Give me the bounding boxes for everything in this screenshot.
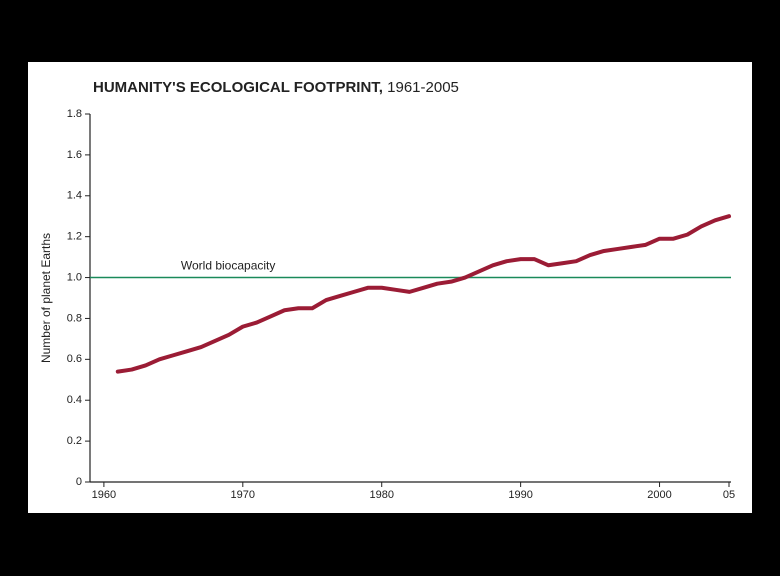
x-tick-label: 1990 [508, 489, 532, 501]
y-tick-label: 0.8 [67, 312, 82, 324]
x-tick-label: 1970 [231, 489, 255, 501]
y-tick-label: 1.8 [67, 108, 82, 120]
y-tick-label: 1.6 [67, 149, 82, 161]
y-tick-label: 1.0 [67, 271, 82, 283]
x-tick-label: 1980 [369, 489, 393, 501]
data-line [115, 214, 731, 374]
y-axis-label: Number of planet Earths [39, 233, 53, 363]
y-tick-label: 0.6 [67, 353, 82, 365]
chart-title: HUMANITY'S ECOLOGICAL FOOTPRINT, 1961-20… [93, 79, 459, 96]
y-tick-label: 1.4 [67, 190, 82, 202]
title: HUMANITY'S ECOLOGICAL FOOTPRINT, [93, 79, 383, 96]
x-tick-label: 2000 [647, 489, 671, 501]
y-tick-label: 1.2 [67, 231, 82, 243]
y-tick-label: 0 [76, 476, 82, 488]
reference-label: World biocapacity [181, 259, 275, 273]
y-tick-label: 0.4 [67, 394, 82, 406]
x-tick-label: 1960 [92, 489, 116, 501]
y-tick-label: 0.2 [67, 435, 82, 447]
subtitle: 1961-2005 [387, 79, 459, 96]
x-tick-label: 05 [723, 489, 735, 501]
